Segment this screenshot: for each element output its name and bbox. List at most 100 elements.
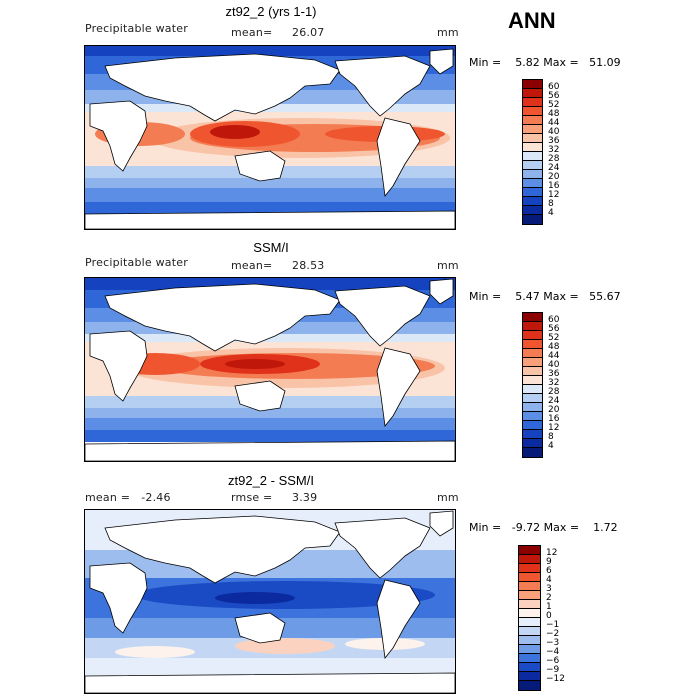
colorbar-swatch bbox=[519, 555, 540, 564]
panel-3-rmse-label: rmse = bbox=[231, 491, 273, 504]
colorbar-swatch bbox=[523, 143, 542, 152]
colorbar-tick-label: 28 bbox=[548, 154, 560, 164]
panel-1-title: zt92_2 (yrs 1-1) bbox=[225, 4, 317, 19]
colorbar-swatch bbox=[523, 448, 542, 457]
panel-2-title: SSM/I bbox=[253, 240, 289, 255]
colorbar-swatch bbox=[519, 618, 540, 627]
colorbar-tick-label: 3 bbox=[546, 584, 552, 594]
panel-3-title: zt92_2 - SSM/I bbox=[228, 473, 314, 488]
colorbar-tick-label: 56 bbox=[548, 324, 560, 334]
colorbar-tick-label: 44 bbox=[548, 118, 560, 128]
colorbar-swatch bbox=[523, 206, 542, 215]
panel-1-colorbar-ticks: 60 56 52 48 44 40 36 32 28 24 20 16 12 8 4 bbox=[548, 79, 578, 225]
colorbar-swatch bbox=[519, 663, 540, 672]
colorbar-tick-label: 60 bbox=[548, 82, 560, 92]
colorbar-swatch bbox=[519, 591, 540, 600]
colorbar-swatch bbox=[523, 170, 542, 179]
panel-2-units: mm bbox=[437, 259, 459, 272]
colorbar-tick-label: 48 bbox=[548, 342, 560, 352]
colorbar-swatch bbox=[523, 376, 542, 385]
colorbar-swatch bbox=[523, 179, 542, 188]
panel-2-min-max: Min = 5.47 Max = 55.67 bbox=[469, 290, 621, 303]
colorbar-tick-label: 44 bbox=[548, 351, 560, 361]
colorbar-tick-label: −3 bbox=[546, 638, 560, 648]
panel-3-rmse-value: 3.39 bbox=[292, 491, 318, 504]
colorbar-tick-label: 52 bbox=[548, 100, 560, 110]
colorbar-tick-label: 16 bbox=[548, 414, 560, 424]
panel-1-colorbar bbox=[522, 79, 543, 225]
colorbar-tick-label: 6 bbox=[546, 566, 552, 576]
colorbar-swatch bbox=[519, 645, 540, 654]
panel-2-mean-label: mean= bbox=[231, 259, 273, 272]
colorbar-tick-label: 40 bbox=[548, 360, 560, 370]
colorbar-tick-label: 8 bbox=[548, 199, 554, 209]
colorbar-swatch bbox=[519, 672, 540, 681]
panel-1-min-max: Min = 5.82 Max = 51.09 bbox=[469, 56, 621, 69]
colorbar-tick-label: 24 bbox=[548, 396, 560, 406]
colorbar-swatch bbox=[523, 430, 542, 439]
colorbar-swatch bbox=[519, 573, 540, 582]
panel-3-colorbar bbox=[518, 545, 541, 691]
colorbar-swatch bbox=[519, 600, 540, 609]
colorbar-tick-label: −1 bbox=[546, 620, 560, 630]
panel-2-mean-value: 28.53 bbox=[292, 259, 325, 272]
colorbar-swatch bbox=[519, 681, 540, 690]
colorbar-swatch bbox=[523, 134, 542, 143]
colorbar-tick-label: 28 bbox=[548, 387, 560, 397]
colorbar-tick-label: 52 bbox=[548, 333, 560, 343]
colorbar-swatch bbox=[523, 385, 542, 394]
panel-3-units: mm bbox=[437, 491, 459, 504]
colorbar-tick-label: 4 bbox=[546, 575, 552, 585]
colorbar-tick-label: 4 bbox=[548, 441, 554, 451]
colorbar-tick-label: −6 bbox=[546, 656, 560, 666]
colorbar-swatch bbox=[523, 152, 542, 161]
colorbar-swatch bbox=[523, 340, 542, 349]
colorbar-tick-label: −4 bbox=[546, 647, 560, 657]
colorbar-swatch bbox=[523, 421, 542, 430]
colorbar-swatch bbox=[519, 627, 540, 636]
colorbar-tick-label: 20 bbox=[548, 405, 560, 415]
colorbar-tick-label: 12 bbox=[548, 423, 560, 433]
season-label: ANN bbox=[508, 8, 556, 33]
colorbar-tick-label: 16 bbox=[548, 181, 560, 191]
panel-3-continents bbox=[85, 510, 455, 693]
panel-2-colorbar bbox=[522, 312, 543, 458]
colorbar-swatch bbox=[523, 161, 542, 170]
colorbar-tick-label: 60 bbox=[548, 315, 560, 325]
colorbar-swatch bbox=[523, 403, 542, 412]
panel-2-variable-label: Precipitable water bbox=[85, 256, 188, 269]
colorbar-tick-label: 40 bbox=[548, 127, 560, 137]
colorbar-swatch bbox=[523, 412, 542, 421]
colorbar-swatch bbox=[523, 313, 542, 322]
colorbar-tick-label: −12 bbox=[546, 674, 565, 684]
panel-1-map bbox=[84, 45, 456, 230]
colorbar-tick-label: −2 bbox=[546, 629, 560, 639]
colorbar-swatch bbox=[523, 331, 542, 340]
colorbar-tick-label: 0 bbox=[546, 611, 552, 621]
colorbar-tick-label: 48 bbox=[548, 109, 560, 119]
colorbar-swatch bbox=[523, 116, 542, 125]
colorbar-tick-label: 36 bbox=[548, 369, 560, 379]
colorbar-tick-label: −9 bbox=[546, 665, 560, 675]
colorbar-tick-label: 56 bbox=[548, 91, 560, 101]
colorbar-swatch bbox=[523, 107, 542, 116]
panel-2-continents bbox=[85, 278, 455, 461]
colorbar-swatch bbox=[523, 89, 542, 98]
colorbar-swatch bbox=[523, 80, 542, 89]
panel-1-variable-label: Precipitable water bbox=[85, 22, 188, 35]
colorbar-swatch bbox=[519, 654, 540, 663]
panel-2-colorbar-ticks: 60 56 52 48 44 40 36 32 28 24 20 16 12 8 4 bbox=[548, 312, 578, 458]
colorbar-swatch bbox=[523, 394, 542, 403]
colorbar-swatch bbox=[523, 322, 542, 331]
colorbar-tick-label: 4 bbox=[548, 208, 554, 218]
colorbar-tick-label: 32 bbox=[548, 145, 560, 155]
panel-1-mean-value: 26.07 bbox=[292, 26, 325, 39]
colorbar-swatch bbox=[523, 98, 542, 107]
panel-1-continents bbox=[85, 48, 455, 229]
colorbar-swatch bbox=[519, 636, 540, 645]
colorbar-swatch bbox=[523, 197, 542, 206]
colorbar-swatch bbox=[523, 125, 542, 134]
panel-2-map bbox=[84, 277, 456, 462]
colorbar-swatch bbox=[523, 349, 542, 358]
colorbar-tick-label: 8 bbox=[548, 432, 554, 442]
